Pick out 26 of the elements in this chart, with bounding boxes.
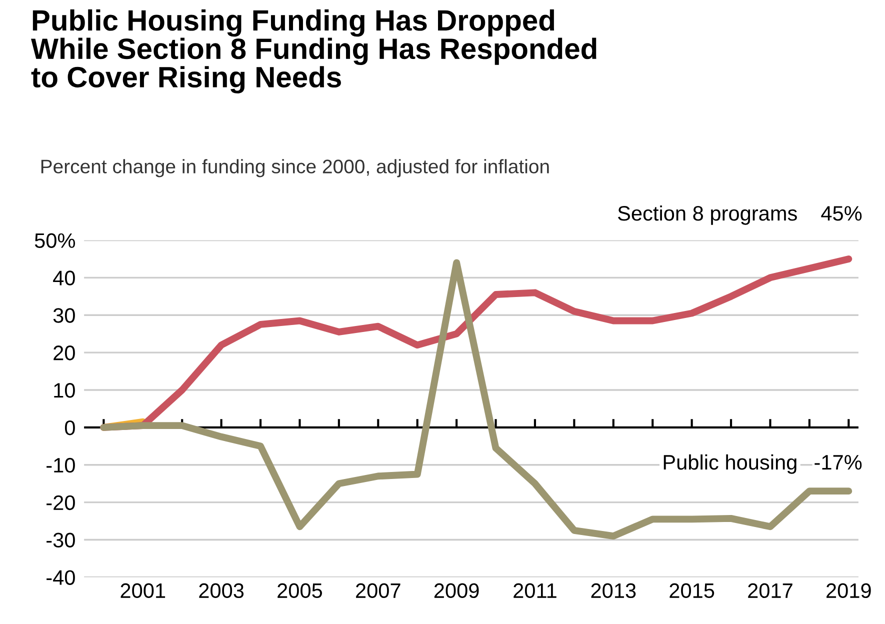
x-tick-label: 2017 — [748, 583, 792, 598]
y-tick-label: 20 — [54, 346, 75, 360]
x-tick-label: 2003 — [199, 583, 244, 598]
y-tick-label: -10 — [46, 458, 75, 473]
x-tick-label: 2019 — [826, 583, 871, 598]
y-tick-label: 0 — [64, 420, 75, 436]
y-tick-label: -40 — [46, 570, 75, 585]
y-tick-label: -30 — [46, 532, 75, 548]
x-tick-label: 2007 — [356, 583, 400, 598]
data-label: 45% — [821, 206, 862, 221]
x-tick-label: 2015 — [670, 583, 714, 598]
chart-subtitle: Percent change in funding since 2000, adjusted for inflation — [41, 159, 549, 178]
y-tick-label: 10 — [54, 383, 75, 398]
y-tick-label: 40 — [53, 270, 75, 286]
chart-title: Public Housing Funding Has Dropped While Section 8 Funding Has Responded to Cover Rising Needs — [31, 9, 596, 94]
series-label: Public housing — [664, 454, 796, 474]
x-tick-label: 2013 — [591, 583, 636, 598]
x-tick-label: 2009 — [434, 583, 479, 598]
text: Section 8 programs — [618, 205, 797, 225]
x-tick-label: 2011 — [514, 583, 556, 598]
y-tick-label: 50% — [34, 233, 75, 248]
x-tick-label: 2005 — [278, 583, 322, 598]
data-label: -17% — [814, 455, 862, 470]
y-tick-label: 30 — [53, 308, 75, 323]
x-tick-label: 2001 — [120, 583, 166, 598]
y-tick-label: -20 — [46, 495, 75, 510]
